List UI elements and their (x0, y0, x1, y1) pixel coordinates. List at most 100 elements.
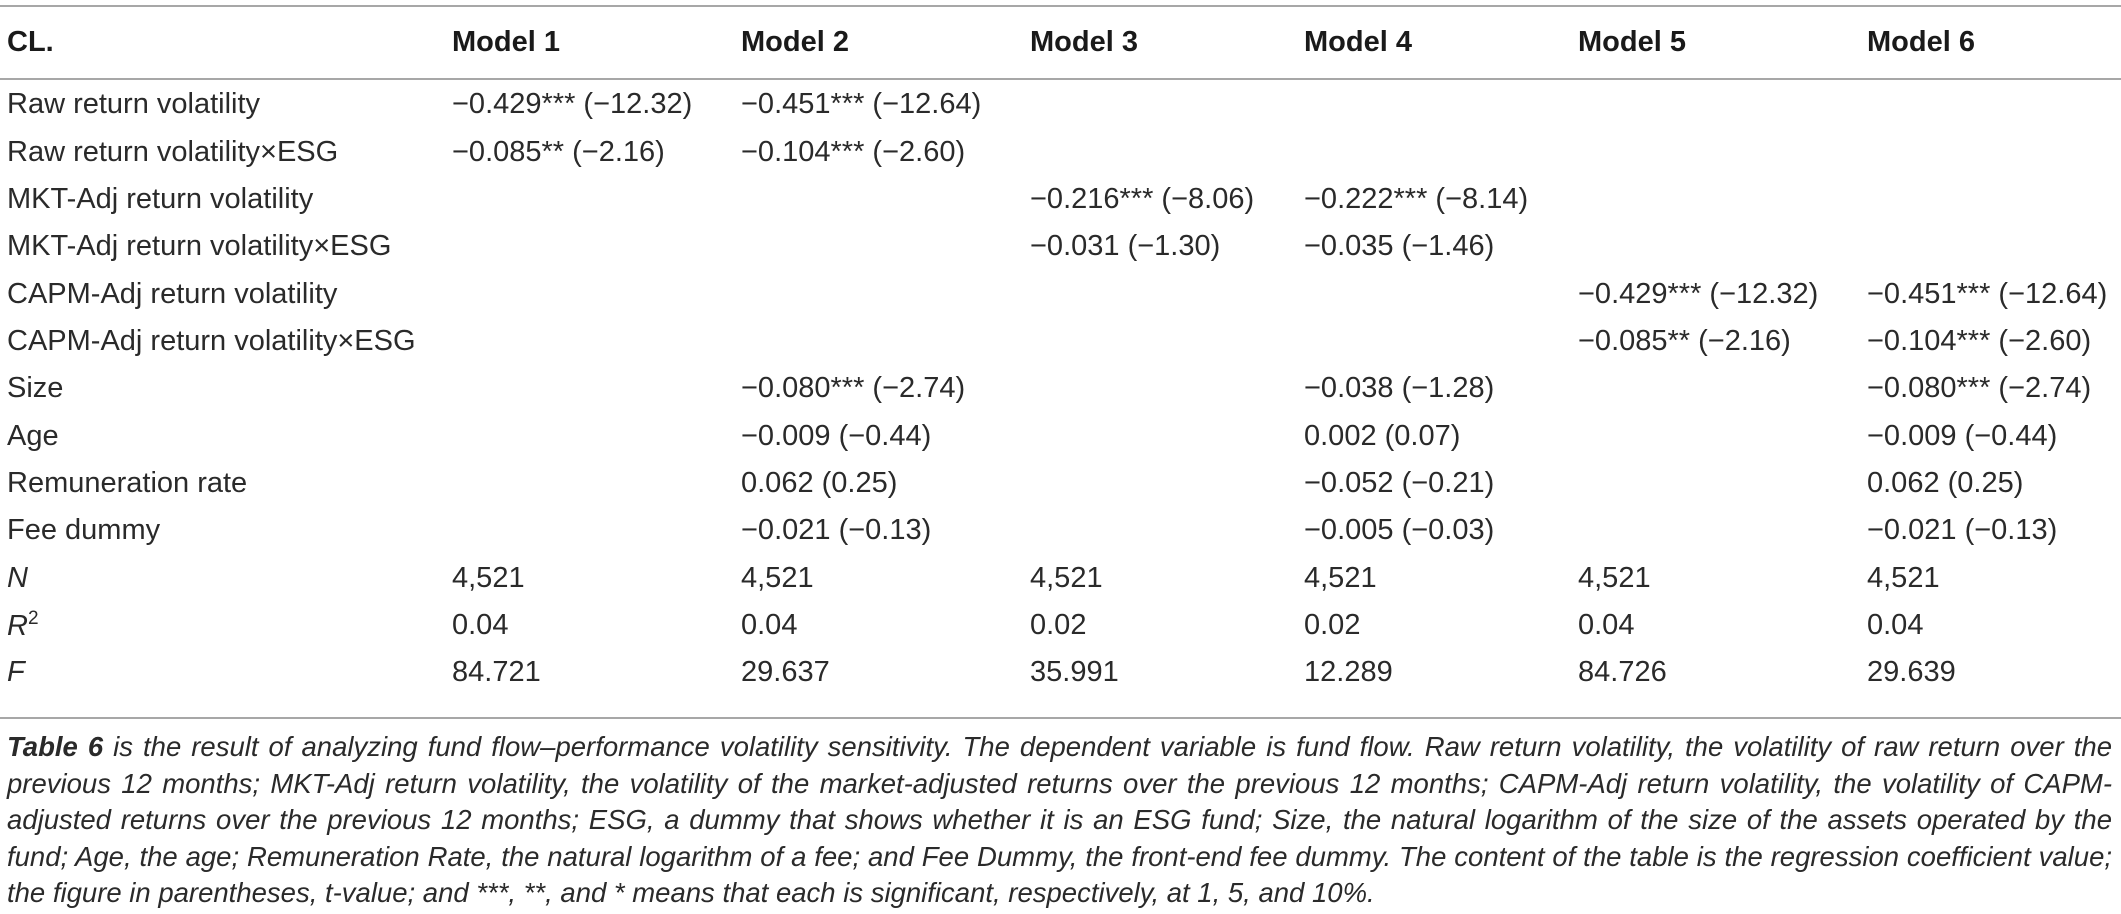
table-cell: −0.035 (−1.46) (1304, 230, 1495, 263)
table-cell (1571, 507, 1860, 554)
stat-cell: 35.991 (1030, 656, 1119, 689)
table-cell: −0.429*** (−12.32) (452, 88, 693, 121)
table-cell (1860, 77, 2121, 128)
table-cell: 0.002 (0.07) (1304, 419, 1461, 452)
table-row: Remuneration rate 0.062 (0.25) −0.052 (−0.… (0, 460, 2121, 507)
table-cell (1023, 507, 1297, 554)
stat-cell: 4,521 (452, 561, 525, 594)
table-row: CAPM-Adj return volatility×ESG −0.085** (… (0, 318, 2121, 365)
table-cell (1023, 128, 1297, 175)
stat-label: R2 (0, 602, 445, 649)
column-header: Model 6 (1867, 25, 1975, 58)
stat-cell: 0.02 (1030, 608, 1087, 641)
table-cell (1023, 365, 1297, 412)
table-cell (445, 223, 734, 270)
table-cell (1571, 412, 1860, 459)
table-cell (1297, 128, 1571, 175)
table-cell: 0.062 (0.25) (1867, 466, 2024, 499)
table-cell: −0.104*** (−2.60) (741, 135, 966, 168)
table-cell (734, 223, 1023, 270)
table-row: Raw return volatility −0.429*** (−12.32) −… (0, 77, 2121, 128)
column-header: Model 3 (1030, 25, 1138, 58)
row-label: CAPM-Adj return volatility (7, 277, 338, 310)
table-cell: −0.222*** (−8.14) (1304, 182, 1529, 215)
column-header: Model 2 (741, 25, 849, 58)
row-label: MKT-Adj return volatility (7, 182, 314, 215)
stat-row: N 4,521 4,521 4,521 4,521 4,521 4,521 (0, 554, 2121, 601)
column-header: CL. (7, 25, 54, 58)
header-rule (0, 78, 2121, 80)
table-cell (1023, 412, 1297, 459)
top-rule (0, 5, 2121, 7)
stat-cell: 0.04 (452, 608, 509, 641)
table-cell (1860, 223, 2121, 270)
table-cell (445, 270, 734, 317)
stat-label: F (0, 649, 445, 696)
table-cell (1023, 460, 1297, 507)
table-reference: Table 6 (7, 731, 104, 762)
table-cell: −0.031 (−1.30) (1030, 230, 1221, 263)
table-row: Raw return volatility×ESG −0.085** (−2.16… (0, 128, 2121, 175)
header-row: CL. Model 1 Model 2 Model 3 Model 4 Mode… (0, 7, 2121, 77)
stat-cell: 12.289 (1304, 656, 1393, 689)
table-cell (445, 412, 734, 459)
row-label: MKT-Adj return volatility×ESG (7, 230, 392, 263)
stat-cell: 0.04 (741, 608, 798, 641)
table-cell (1297, 318, 1571, 365)
table-cell: −0.052 (−0.21) (1304, 466, 1495, 499)
table-row: Age −0.009 (−0.44) 0.002 (0.07) −0.009 (−0.… (0, 412, 2121, 459)
table-cell (445, 318, 734, 365)
table-row: Fee dummy −0.021 (−0.13) −0.005 (−0.03) −0.… (0, 507, 2121, 554)
row-label: Remuneration rate (7, 466, 248, 499)
stat-cell: 0.02 (1304, 608, 1361, 641)
table-cell: −0.429*** (−12.32) (1578, 277, 1819, 310)
table-cell (1297, 77, 1571, 128)
stat-cell: 4,521 (1304, 561, 1377, 594)
row-label: CAPM-Adj return volatility×ESG (7, 324, 416, 357)
row-label: Size (7, 372, 64, 405)
table-body: Raw return volatility −0.429*** (−12.32) −… (0, 77, 2121, 696)
table-cell: −0.038 (−1.28) (1304, 372, 1495, 405)
table-cell: −0.005 (−0.03) (1304, 514, 1495, 547)
stat-cell: 0.04 (1578, 608, 1635, 641)
table-cell: −0.104*** (−2.60) (1867, 324, 2092, 357)
table-cell: −0.216*** (−8.06) (1030, 182, 1255, 215)
table-cell (1297, 270, 1571, 317)
table-cell (1571, 223, 1860, 270)
stat-label: N (0, 554, 445, 601)
column-header: Model 1 (452, 25, 560, 58)
table-cell: −0.080*** (−2.74) (1867, 372, 2092, 405)
table-cell (1860, 128, 2121, 175)
stat-cell: 84.726 (1578, 656, 1667, 689)
row-label: Age (7, 419, 59, 452)
table-cell: −0.080*** (−2.74) (741, 372, 966, 405)
table-row: MKT-Adj return volatility×ESG −0.031 (−1.… (0, 223, 2121, 270)
table-row: MKT-Adj return volatility −0.216*** (−8.0… (0, 176, 2121, 223)
table-cell (1571, 365, 1860, 412)
table-cell (445, 365, 734, 412)
table-cell: −0.021 (−0.13) (1867, 514, 2058, 547)
table-cell: −0.021 (−0.13) (741, 514, 932, 547)
table-cell (734, 270, 1023, 317)
stat-cell: 4,521 (1867, 561, 1940, 594)
stat-cell: 29.639 (1867, 656, 1956, 689)
column-header: Model 5 (1578, 25, 1686, 58)
table-cell: −0.085** (−2.16) (1578, 324, 1791, 357)
table-cell: −0.451*** (−12.64) (741, 88, 982, 121)
table-cell (1023, 318, 1297, 365)
stat-row: F 84.721 29.637 35.991 12.289 84.726 29.639 (0, 649, 2121, 696)
stat-symbol: N (7, 561, 28, 594)
table-cell (1023, 77, 1297, 128)
table-cell (1860, 176, 2121, 223)
table-cell: −0.009 (−0.44) (1867, 419, 2058, 452)
table-cell (445, 507, 734, 554)
table-row: Size −0.080*** (−2.74) −0.038 (−1.28) −0.08… (0, 365, 2121, 412)
stat-row: R2 0.04 0.04 0.02 0.02 0.04 0.04 (0, 602, 2121, 649)
stat-cell: 4,521 (741, 561, 814, 594)
stat-symbol: R (7, 609, 28, 642)
stat-cell: 29.637 (741, 656, 830, 689)
table-cell (1571, 460, 1860, 507)
bottom-rule (0, 717, 2121, 719)
table-cell (734, 318, 1023, 365)
